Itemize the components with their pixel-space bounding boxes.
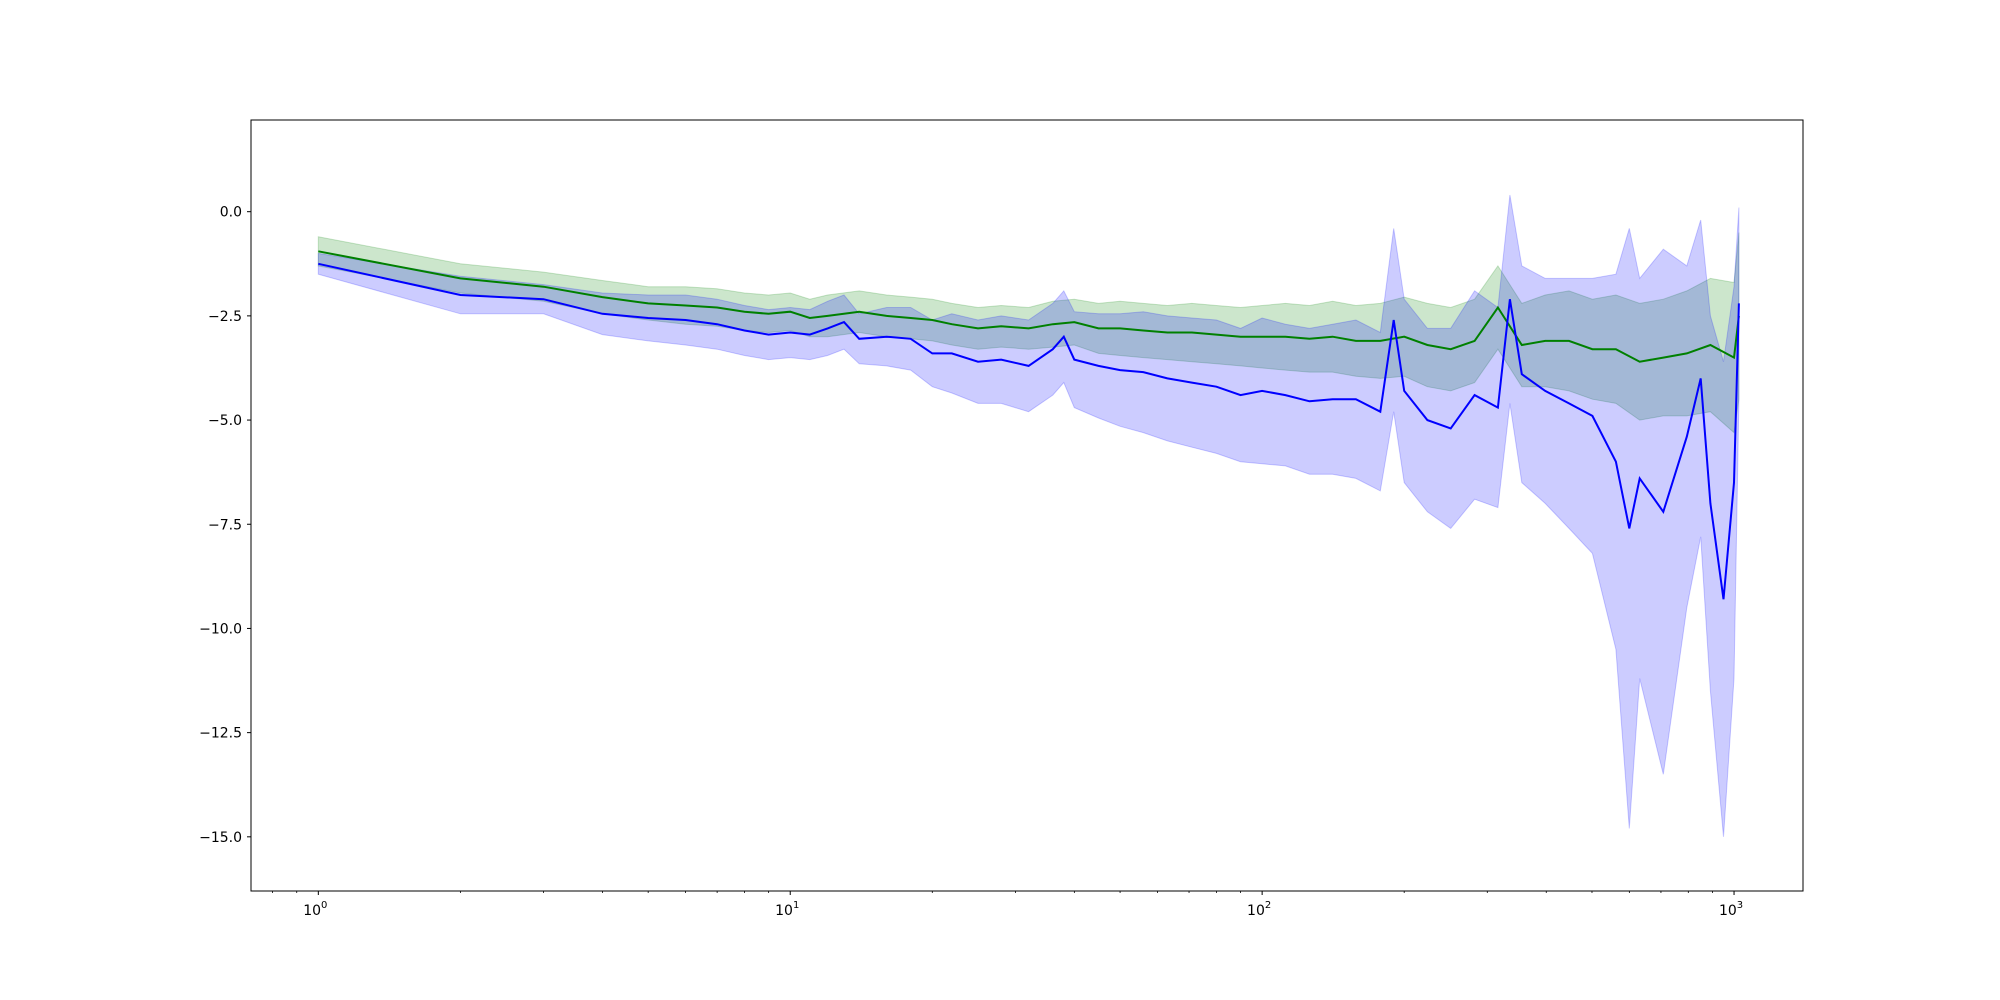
y-tick-label: −15.0 [199, 830, 242, 846]
series-lines [318, 250, 1740, 600]
x-axis-ticks: 100 101 102 103 [272, 891, 1743, 919]
y-tick-label: −5.0 [208, 413, 242, 429]
y-tick-label: −10.0 [199, 621, 242, 637]
y-tick-label: −12.5 [199, 726, 242, 742]
series-1-band [317, 194, 1740, 837]
x-tick-label: 102 [1247, 900, 1271, 919]
y-axis-ticks: 0.0 −2.5 −5.0 −7.5 −10.0 −12.5 −15.0 [199, 205, 251, 846]
y-tick-label: −7.5 [208, 517, 242, 533]
plot-frame [250, 119, 1804, 892]
series-0-band [317, 232, 1740, 434]
y-tick-label: −2.5 [208, 309, 242, 325]
x-tick-label: 103 [1719, 900, 1743, 919]
x-tick-label: 100 [303, 900, 327, 919]
confidence-bands [317, 194, 1740, 837]
x-tick-label: 101 [775, 900, 799, 919]
series-0-line [318, 250, 1740, 363]
y-tick-label: 0.0 [220, 205, 242, 221]
series-1-line [318, 262, 1740, 600]
